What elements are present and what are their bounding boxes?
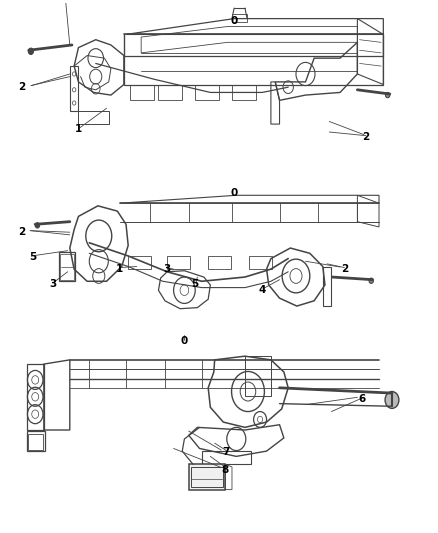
Bar — [28, 434, 43, 449]
Bar — [27, 431, 45, 451]
Circle shape — [35, 223, 39, 228]
Circle shape — [369, 278, 373, 284]
Text: 0: 0 — [181, 336, 188, 346]
Circle shape — [385, 392, 399, 408]
Bar — [60, 254, 74, 280]
Text: 2: 2 — [341, 264, 348, 274]
Text: 0: 0 — [230, 188, 238, 198]
Bar — [59, 252, 75, 281]
Text: 4: 4 — [258, 285, 266, 295]
Text: 3: 3 — [49, 279, 56, 289]
Text: 1: 1 — [116, 264, 123, 274]
Text: 2: 2 — [18, 82, 26, 92]
Text: 0: 0 — [230, 16, 238, 26]
Text: 5: 5 — [191, 279, 199, 289]
Text: 8: 8 — [222, 465, 229, 474]
Text: 2: 2 — [18, 227, 26, 237]
Bar — [202, 451, 251, 464]
Bar — [191, 467, 223, 487]
Bar — [189, 464, 226, 490]
Text: 6: 6 — [358, 394, 365, 405]
Text: 1: 1 — [75, 124, 82, 134]
Text: 3: 3 — [163, 264, 171, 274]
Text: 2: 2 — [362, 132, 370, 142]
Circle shape — [385, 92, 390, 98]
Text: 7: 7 — [222, 447, 229, 457]
Circle shape — [28, 48, 33, 54]
Text: 5: 5 — [29, 252, 37, 262]
Bar — [233, 14, 247, 22]
